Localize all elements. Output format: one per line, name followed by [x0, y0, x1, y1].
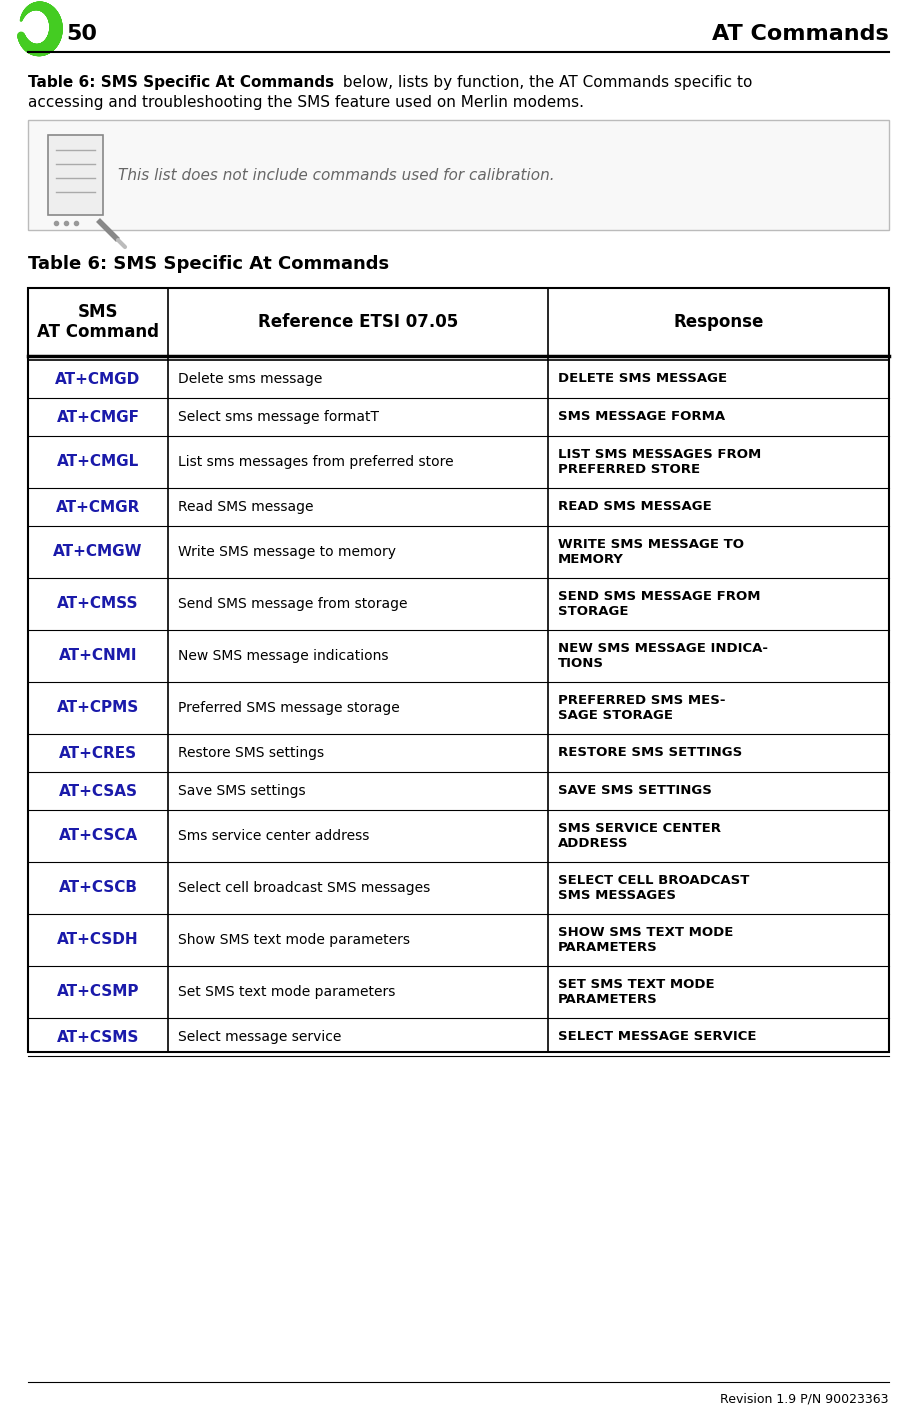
Text: Reference ETSI 07.05: Reference ETSI 07.05	[258, 313, 458, 332]
Text: AT+CSMS: AT+CSMS	[57, 1030, 139, 1044]
FancyBboxPatch shape	[48, 135, 103, 215]
Text: SMS MESSAGE FORMA: SMS MESSAGE FORMA	[558, 411, 725, 424]
Text: LIST SMS MESSAGES FROM
PREFERRED STORE: LIST SMS MESSAGES FROM PREFERRED STORE	[558, 448, 761, 476]
Text: DELETE SMS MESSAGE: DELETE SMS MESSAGE	[558, 373, 727, 385]
Text: below, lists by function, the AT Commands specific to: below, lists by function, the AT Command…	[338, 75, 752, 91]
FancyBboxPatch shape	[28, 288, 889, 1051]
Text: AT+CMGF: AT+CMGF	[57, 410, 139, 425]
Text: AT+CSCA: AT+CSCA	[59, 829, 138, 843]
Text: Select message service: Select message service	[178, 1030, 341, 1044]
Text: AT+CSCB: AT+CSCB	[59, 880, 138, 896]
Text: READ SMS MESSAGE: READ SMS MESSAGE	[558, 500, 712, 513]
Text: Select cell broadcast SMS messages: Select cell broadcast SMS messages	[178, 881, 430, 896]
Text: NEW SMS MESSAGE INDICA-
TIONS: NEW SMS MESSAGE INDICA- TIONS	[558, 642, 768, 670]
Text: This list does not include commands used for calibration.: This list does not include commands used…	[118, 167, 555, 183]
Text: SMS
AT Command: SMS AT Command	[37, 303, 159, 341]
Text: AT+CMGD: AT+CMGD	[55, 371, 140, 387]
Text: Select sms message formatT: Select sms message formatT	[178, 410, 379, 424]
Text: List sms messages from preferred store: List sms messages from preferred store	[178, 455, 454, 469]
Text: Table 6: SMS Specific At Commands: Table 6: SMS Specific At Commands	[28, 75, 334, 91]
Text: PREFERRED SMS MES-
SAGE STORAGE: PREFERRED SMS MES- SAGE STORAGE	[558, 694, 725, 723]
Text: AT+CMSS: AT+CMSS	[57, 597, 138, 612]
Text: AT+CSDH: AT+CSDH	[57, 932, 138, 948]
Text: SELECT MESSAGE SERVICE: SELECT MESSAGE SERVICE	[558, 1030, 757, 1043]
Text: accessing and troubleshooting the SMS feature used on Merlin modems.: accessing and troubleshooting the SMS fe…	[28, 95, 584, 111]
Text: Set SMS text mode parameters: Set SMS text mode parameters	[178, 985, 395, 999]
Text: SAVE SMS SETTINGS: SAVE SMS SETTINGS	[558, 785, 712, 798]
Text: AT+CMGW: AT+CMGW	[53, 544, 143, 560]
Text: New SMS message indications: New SMS message indications	[178, 649, 389, 663]
Text: AT+CRES: AT+CRES	[59, 745, 137, 761]
Text: Revision 1.9 P/N 90023363: Revision 1.9 P/N 90023363	[721, 1391, 889, 1406]
Text: SEND SMS MESSAGE FROM
STORAGE: SEND SMS MESSAGE FROM STORAGE	[558, 589, 760, 618]
Text: Read SMS message: Read SMS message	[178, 500, 314, 514]
Text: Restore SMS settings: Restore SMS settings	[178, 745, 324, 760]
Text: Preferred SMS message storage: Preferred SMS message storage	[178, 701, 400, 716]
Text: SMS SERVICE CENTER
ADDRESS: SMS SERVICE CENTER ADDRESS	[558, 822, 721, 850]
Text: AT+CSAS: AT+CSAS	[59, 784, 138, 799]
Text: AT Commands: AT Commands	[713, 24, 889, 44]
Text: Write SMS message to memory: Write SMS message to memory	[178, 546, 396, 558]
Text: AT+CMGR: AT+CMGR	[56, 500, 140, 514]
Text: SHOW SMS TEXT MODE
PARAMETERS: SHOW SMS TEXT MODE PARAMETERS	[558, 925, 734, 954]
Text: Table 6: SMS Specific At Commands: Table 6: SMS Specific At Commands	[28, 255, 389, 273]
Text: AT+CPMS: AT+CPMS	[57, 700, 139, 716]
Text: Delete sms message: Delete sms message	[178, 373, 323, 385]
Text: RESTORE SMS SETTINGS: RESTORE SMS SETTINGS	[558, 747, 742, 760]
Text: SET SMS TEXT MODE
PARAMETERS: SET SMS TEXT MODE PARAMETERS	[558, 978, 714, 1006]
Text: AT+CSMP: AT+CSMP	[57, 985, 139, 999]
Text: SELECT CELL BROADCAST
SMS MESSAGES: SELECT CELL BROADCAST SMS MESSAGES	[558, 874, 749, 903]
Text: Response: Response	[673, 313, 764, 332]
Text: AT+CMGL: AT+CMGL	[57, 455, 139, 469]
Text: Show SMS text mode parameters: Show SMS text mode parameters	[178, 932, 410, 947]
Text: WRITE SMS MESSAGE TO
MEMORY: WRITE SMS MESSAGE TO MEMORY	[558, 538, 744, 565]
Text: AT+CNMI: AT+CNMI	[59, 649, 138, 663]
Text: 50: 50	[66, 24, 97, 44]
Text: Send SMS message from storage: Send SMS message from storage	[178, 597, 407, 611]
FancyBboxPatch shape	[28, 120, 889, 230]
Text: Save SMS settings: Save SMS settings	[178, 784, 305, 798]
Text: Sms service center address: Sms service center address	[178, 829, 370, 843]
